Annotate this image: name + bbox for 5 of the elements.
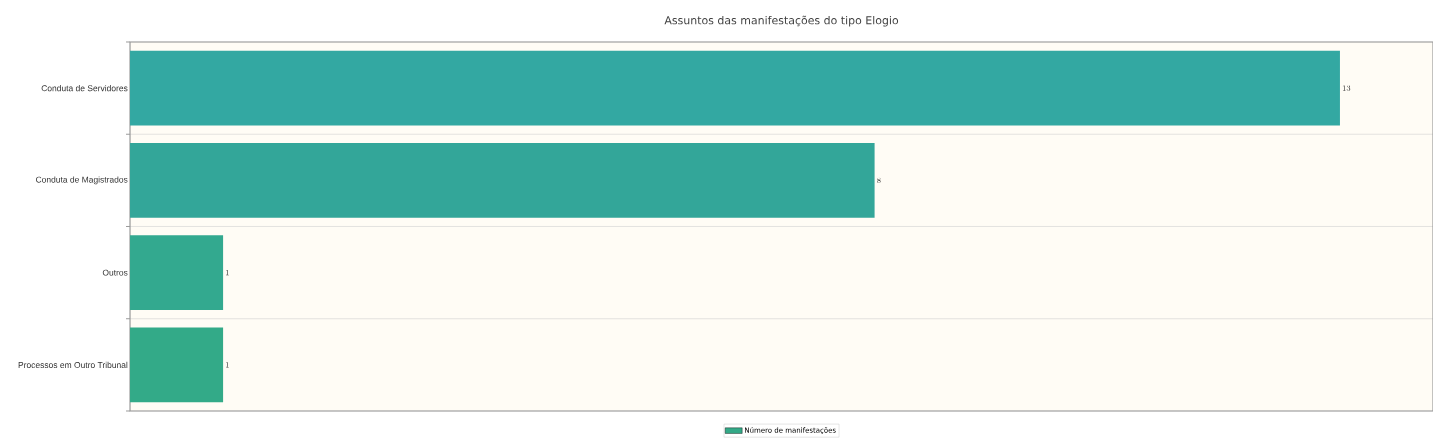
y-tick-label: Outros (102, 269, 128, 276)
y-tick-label: Processos em Outro Tribunal (18, 361, 128, 368)
y-tick-label: Conduta de Magistrados (35, 176, 128, 185)
y-tick-label: Conduta de Servidores (41, 85, 128, 92)
chart-title: Assuntos das manifestações do tipo Elogio (664, 15, 899, 27)
